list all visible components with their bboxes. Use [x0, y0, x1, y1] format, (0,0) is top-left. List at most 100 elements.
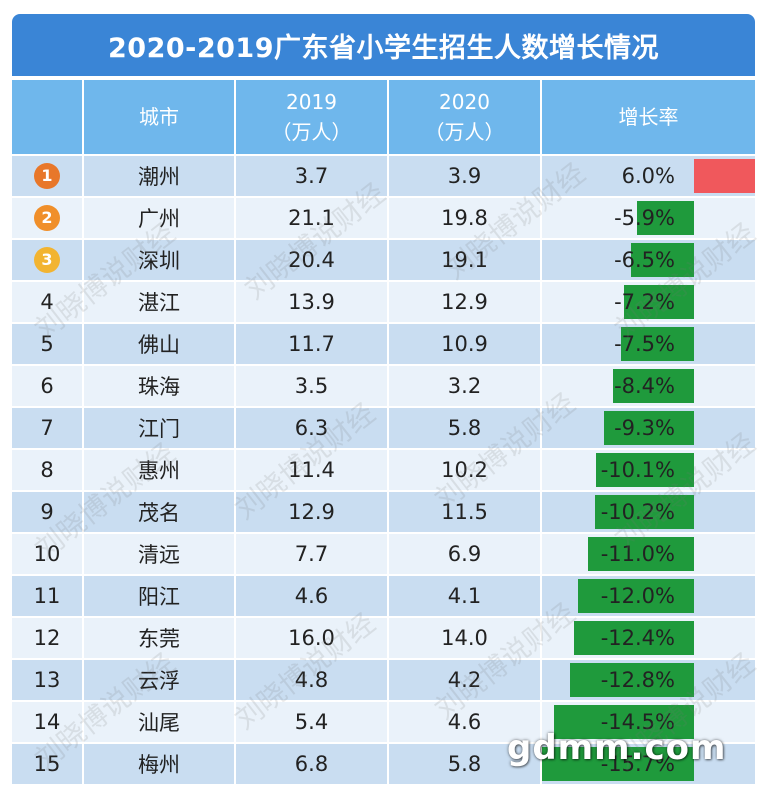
rank-cell: 11 — [12, 576, 84, 618]
rank-cell: 6 — [12, 366, 84, 408]
table-row: 11 阳江 4.6 4.1 -12.0% — [12, 576, 755, 618]
rate-value: 6.0% — [621, 164, 675, 188]
rank-cell: 3 — [12, 240, 84, 282]
rate-cell: -11.0% — [542, 534, 755, 576]
rate-value: -6.5% — [614, 248, 675, 272]
city-cell: 湛江 — [84, 282, 236, 324]
value-2020-cell: 19.8 — [389, 198, 542, 240]
rank-cell: 12 — [12, 618, 84, 660]
value-2020-cell: 4.1 — [389, 576, 542, 618]
header-2019: 2019 （万人） — [236, 80, 389, 156]
table-row: 1 潮州 3.7 3.9 6.0% — [12, 156, 755, 198]
rank-cell: 14 — [12, 702, 84, 744]
city-cell: 惠州 — [84, 450, 236, 492]
rank-badge-icon: 3 — [34, 247, 60, 273]
header-2020-unit: （万人） — [424, 120, 505, 144]
rate-value: -12.4% — [600, 626, 675, 650]
rate-value: -7.2% — [614, 290, 675, 314]
city-cell: 茂名 — [84, 492, 236, 534]
rate-value: -7.5% — [614, 332, 675, 356]
city-cell: 梅州 — [84, 744, 236, 786]
value-2019-cell: 4.8 — [236, 660, 389, 702]
rate-cell: -10.2% — [542, 492, 755, 534]
value-2020-cell: 4.2 — [389, 660, 542, 702]
header-2019-unit: （万人） — [271, 120, 352, 144]
rate-cell: -8.4% — [542, 366, 755, 408]
value-2020-cell: 5.8 — [389, 408, 542, 450]
negative-rate-bar — [624, 285, 694, 319]
positive-rate-bar — [694, 159, 755, 193]
negative-rate-bar — [604, 411, 694, 445]
value-2019-cell: 20.4 — [236, 240, 389, 282]
table-row: 5 佛山 11.7 10.9 -7.5% — [12, 324, 755, 366]
negative-rate-bar — [613, 369, 694, 403]
negative-rate-bar — [588, 537, 694, 571]
value-2020-cell: 12.9 — [389, 282, 542, 324]
table-row: 14 汕尾 5.4 4.6 -14.5% — [12, 702, 755, 744]
table-row: 4 湛江 13.9 12.9 -7.2% — [12, 282, 755, 324]
value-2020-cell: 4.6 — [389, 702, 542, 744]
city-cell: 东莞 — [84, 618, 236, 660]
rate-value: -5.9% — [614, 206, 675, 230]
rate-cell: -15.7% — [542, 744, 755, 786]
header-rank — [12, 80, 84, 156]
value-2020-cell: 5.8 — [389, 744, 542, 786]
growth-table: 城市 2019 （万人） 2020 （万人） 增长率 1 潮州 3.7 3.9 6.0%… — [12, 80, 755, 786]
rate-value: -14.5% — [600, 710, 675, 734]
rank-cell: 15 — [12, 744, 84, 786]
value-2019-cell: 16.0 — [236, 618, 389, 660]
value-2019-cell: 12.9 — [236, 492, 389, 534]
header-2020: 2020 （万人） — [389, 80, 542, 156]
rate-value: -12.8% — [600, 668, 675, 692]
negative-rate-bar — [631, 243, 694, 277]
city-cell: 汕尾 — [84, 702, 236, 744]
value-2020-cell: 6.9 — [389, 534, 542, 576]
table-row: 8 惠州 11.4 10.2 -10.1% — [12, 450, 755, 492]
rate-value: -10.2% — [600, 500, 675, 524]
header-rate: 增长率 — [542, 80, 755, 156]
table-row: 3 深圳 20.4 19.1 -6.5% — [12, 240, 755, 282]
site-logo: gdmm.com — [507, 728, 727, 768]
value-2019-cell: 6.8 — [236, 744, 389, 786]
value-2019-cell: 13.9 — [236, 282, 389, 324]
rate-cell: -7.2% — [542, 282, 755, 324]
header-2020-year: 2020 — [439, 90, 490, 114]
value-2019-cell: 11.7 — [236, 324, 389, 366]
rank-badge-icon: 1 — [34, 163, 60, 189]
header-row: 城市 2019 （万人） 2020 （万人） 增长率 — [12, 80, 755, 156]
negative-rate-bar — [637, 201, 694, 235]
rank-cell: 2 — [12, 198, 84, 240]
table-title: 2020-2019广东省小学生招生人数增长情况 — [12, 14, 755, 76]
table-row: 6 珠海 3.5 3.2 -8.4% — [12, 366, 755, 408]
value-2019-cell: 3.7 — [236, 156, 389, 198]
value-2020-cell: 10.9 — [389, 324, 542, 366]
city-cell: 珠海 — [84, 366, 236, 408]
negative-rate-bar — [574, 621, 694, 655]
rate-cell: -9.3% — [542, 408, 755, 450]
rate-value: -9.3% — [614, 416, 675, 440]
negative-rate-bar — [554, 705, 694, 739]
rank-cell: 9 — [12, 492, 84, 534]
table-row: 15 梅州 6.8 5.8 -15.7% — [12, 744, 755, 786]
rate-cell: -12.0% — [542, 576, 755, 618]
negative-rate-bar — [570, 663, 694, 697]
rank-cell: 1 — [12, 156, 84, 198]
value-2019-cell: 4.6 — [236, 576, 389, 618]
negative-rate-bar — [578, 579, 694, 613]
rank-cell: 7 — [12, 408, 84, 450]
rank-cell: 5 — [12, 324, 84, 366]
value-2020-cell: 3.9 — [389, 156, 542, 198]
value-2019-cell: 5.4 — [236, 702, 389, 744]
header-2019-year: 2019 — [286, 90, 337, 114]
city-cell: 云浮 — [84, 660, 236, 702]
table-row: 7 江门 6.3 5.8 -9.3% — [12, 408, 755, 450]
city-cell: 深圳 — [84, 240, 236, 282]
negative-rate-bar — [542, 747, 694, 781]
value-2020-cell: 10.2 — [389, 450, 542, 492]
rate-value: -8.4% — [614, 374, 675, 398]
value-2019-cell: 6.3 — [236, 408, 389, 450]
rate-value: -10.1% — [600, 458, 675, 482]
rank-badge-icon: 2 — [34, 205, 60, 231]
rate-cell: -6.5% — [542, 240, 755, 282]
city-cell: 阳江 — [84, 576, 236, 618]
